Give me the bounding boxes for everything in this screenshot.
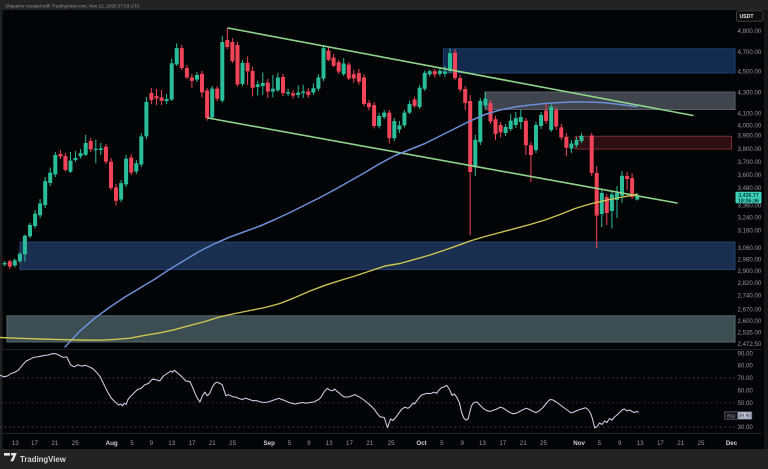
svg-text:2,535.00: 2,535.00	[738, 329, 762, 336]
svg-text:50.00: 50.00	[738, 400, 754, 407]
svg-text:2,900.00: 2,900.00	[738, 268, 762, 275]
svg-text:13: 13	[637, 440, 644, 447]
svg-text:17: 17	[346, 440, 353, 447]
svg-text:USDT: USDT	[739, 14, 754, 20]
svg-text:3,900.00: 3,900.00	[738, 133, 762, 140]
svg-text:2,820.00: 2,820.00	[738, 280, 762, 287]
svg-text:5: 5	[440, 440, 444, 447]
svg-text:60.00: 60.00	[738, 388, 754, 395]
svg-text:90.00: 90.00	[738, 351, 754, 358]
svg-text:2,472.50: 2,472.50	[738, 341, 762, 348]
svg-text:5: 5	[288, 440, 292, 447]
svg-text:Sep: Sep	[264, 440, 276, 447]
svg-text:RSI: RSI	[727, 413, 735, 419]
svg-text:Oct: Oct	[416, 440, 426, 447]
svg-text:2,740.00: 2,740.00	[738, 293, 762, 300]
svg-text:TradingView: TradingView	[20, 455, 67, 464]
svg-text:4,100.00: 4,100.00	[738, 111, 762, 118]
svg-text:39.90: 39.90	[739, 413, 752, 419]
svg-text:3,360.00: 3,360.00	[738, 203, 762, 210]
svg-text:3,480.00: 3,480.00	[738, 185, 762, 192]
svg-text:17: 17	[189, 440, 196, 447]
svg-text:Dec: Dec	[726, 440, 738, 447]
svg-text:21: 21	[51, 440, 58, 447]
svg-text:25: 25	[388, 440, 395, 447]
svg-text:4,300.00: 4,300.00	[738, 90, 762, 97]
svg-text:13: 13	[12, 440, 19, 447]
svg-text:3,700.00: 3,700.00	[738, 159, 762, 166]
svg-text:9: 9	[150, 440, 154, 447]
svg-text:80.00: 80.00	[738, 363, 754, 370]
svg-text:13: 13	[479, 440, 486, 447]
svg-text:25: 25	[698, 440, 705, 447]
svg-text:4,700.00: 4,700.00	[738, 49, 762, 56]
svg-text:17: 17	[499, 440, 506, 447]
svg-text:13: 13	[326, 440, 333, 447]
svg-text:3,800.00: 3,800.00	[738, 146, 762, 153]
svg-text:4,500.00: 4,500.00	[738, 69, 762, 76]
svg-text:30.00: 30.00	[738, 424, 754, 431]
svg-text:3,600.00: 3,600.00	[738, 172, 762, 179]
svg-text:21: 21	[366, 440, 373, 447]
svg-text:18:06:46: 18:06:46	[738, 198, 759, 204]
svg-text:5: 5	[130, 440, 134, 447]
svg-text:17: 17	[657, 440, 664, 447]
svg-text:9: 9	[618, 440, 622, 447]
svg-text:21: 21	[209, 440, 216, 447]
svg-text:21: 21	[677, 440, 684, 447]
svg-text:4,000.00: 4,000.00	[738, 123, 762, 130]
svg-text:2,600.00: 2,600.00	[738, 318, 762, 325]
svg-text:3,060.00: 3,060.00	[738, 245, 762, 252]
svg-text:13: 13	[168, 440, 175, 447]
svg-text:3,436.77: 3,436.77	[738, 193, 759, 199]
svg-text:5: 5	[598, 440, 602, 447]
svg-text:70.00: 70.00	[738, 375, 754, 382]
svg-text:9: 9	[307, 440, 311, 447]
svg-text:25: 25	[229, 440, 236, 447]
svg-text:3,160.00: 3,160.00	[738, 228, 762, 235]
svg-text:2,670.00: 2,670.00	[738, 306, 762, 313]
svg-text:21: 21	[520, 440, 527, 447]
svg-text:17: 17	[31, 440, 38, 447]
svg-text:9: 9	[460, 440, 464, 447]
svg-text:4,800.00: 4,800.00	[738, 28, 762, 35]
svg-text:25: 25	[72, 440, 79, 447]
svg-text:25: 25	[540, 440, 547, 447]
svg-text:Shayanrv created with TradingV: Shayanrv created with TradingView.com, N…	[5, 3, 141, 8]
svg-text:Nov: Nov	[573, 440, 585, 447]
svg-text:2,980.00: 2,980.00	[738, 256, 762, 263]
svg-text:Aug: Aug	[106, 440, 118, 447]
svg-text:3,240.00: 3,240.00	[738, 215, 762, 222]
